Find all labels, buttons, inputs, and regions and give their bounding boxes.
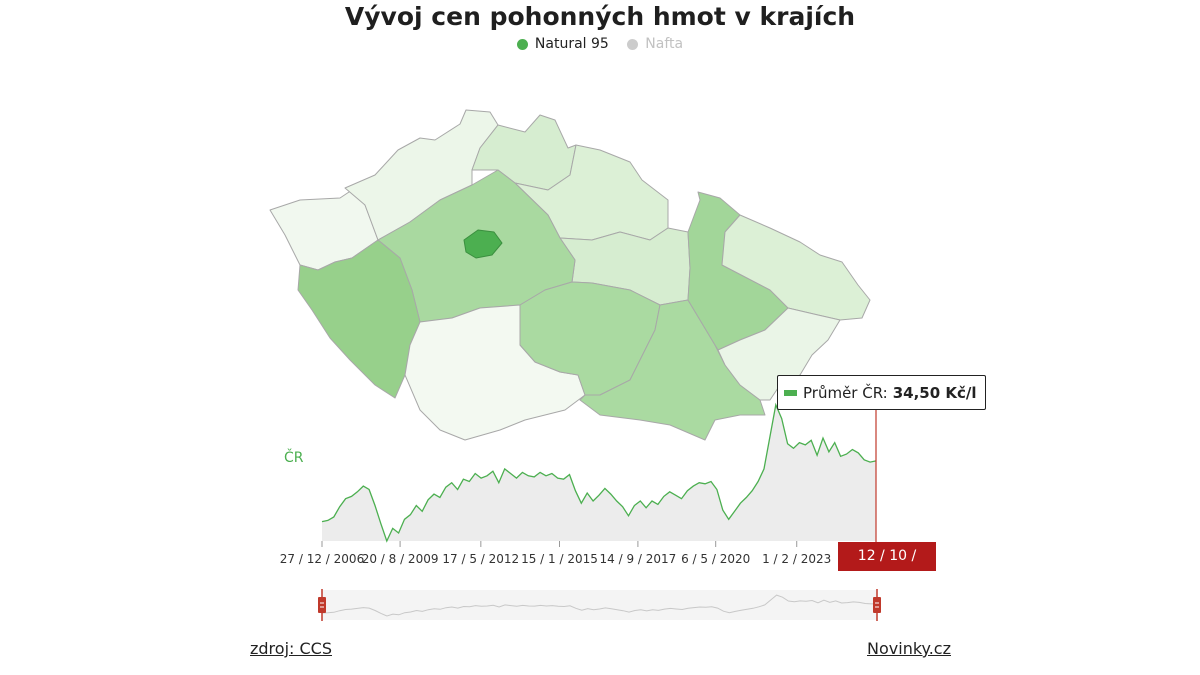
- legend-item-nafta[interactable]: Nafta: [627, 36, 683, 52]
- tooltip-label: Průměr ČR:: [803, 383, 888, 402]
- series-label-cr: ČR: [284, 450, 304, 466]
- price-area-fill: [322, 404, 876, 541]
- x-tick-label: 14 / 9 / 2017: [600, 552, 677, 566]
- region-moravskoslezsky[interactable]: [721, 214, 871, 321]
- region-praha[interactable]: [463, 229, 503, 259]
- chart-title: Vývoj cen pohonných hmot v krajích: [344, 2, 856, 31]
- region-jihocesky[interactable]: [404, 304, 586, 441]
- navigator-left-handle[interactable]: [318, 597, 326, 613]
- current-date-badge: 12 / 10 / 2025: [838, 542, 936, 593]
- region-zlinsky[interactable]: [717, 307, 841, 401]
- brand-link[interactable]: Novinky.cz: [867, 639, 951, 658]
- legend: Natural 95 Nafta: [0, 36, 1200, 54]
- range-navigator[interactable]: [318, 589, 881, 621]
- navigator-right-handle[interactable]: [873, 597, 881, 613]
- navigator-mini-line: [321, 594, 878, 617]
- tooltip: Průměr ČR: 34,50 Kč/l: [777, 375, 986, 410]
- source-link[interactable]: zdroj: CCS: [250, 639, 332, 658]
- x-tick-label: 20 / 8 / 2009: [362, 552, 439, 566]
- navigator-background: [322, 590, 877, 620]
- legend-label-nafta: Nafta: [645, 36, 684, 52]
- czech-region-map: [269, 109, 871, 441]
- price-area-chart: [321, 402, 877, 543]
- price-line-cr[interactable]: [321, 402, 877, 543]
- x-tick-label: 1 / 2 / 2023: [762, 552, 831, 566]
- legend-label-natural95: Natural 95: [534, 36, 609, 52]
- x-tick-label: 17 / 5 / 2012: [442, 552, 519, 566]
- legend-dot-natural95: [516, 38, 528, 50]
- legend-dot-nafta: [627, 38, 639, 50]
- legend-item-natural95[interactable]: Natural 95: [516, 36, 609, 52]
- x-tick-label: 15 / 1 / 2015: [521, 552, 598, 566]
- x-tick-label: 27 / 12 / 2006: [280, 552, 364, 566]
- x-tick-label: 6 / 5 / 2020: [681, 552, 750, 566]
- tooltip-value: 34,50 Kč/l: [892, 383, 977, 402]
- tooltip-swatch: [784, 389, 797, 396]
